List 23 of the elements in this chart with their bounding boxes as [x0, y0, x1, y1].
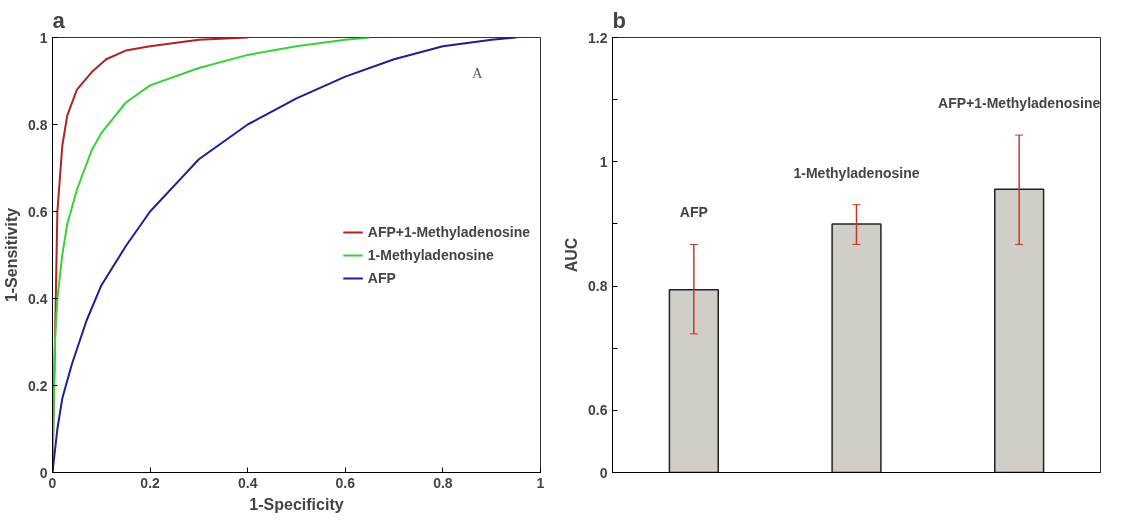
x-tick-label: 0.4 [237, 474, 258, 491]
annotation: A [472, 66, 484, 81]
x-tick-label: 0.2 [140, 474, 161, 491]
x-tick-label: 0.6 [335, 474, 356, 491]
x-tick-label: 1 [536, 474, 545, 491]
x-tick-label: 0.8 [433, 474, 453, 491]
y-tick-label: 1.2 [588, 29, 608, 46]
y-tick-label: 1 [39, 29, 48, 46]
y-tick-label: 0.2 [28, 377, 48, 394]
y-tick-label: 0.8 [28, 116, 48, 133]
y-axis-title: 1-Sensitivity [3, 207, 21, 303]
y-tick-label: 1 [599, 153, 608, 170]
chart-title: a [52, 7, 66, 33]
y-tick-label: 0.6 [28, 203, 48, 220]
chart-title: b [612, 7, 626, 33]
y-tick-label: 0.8 [588, 278, 608, 295]
x-axis-title: 1-Specificity [249, 495, 344, 513]
legend-label: AFP+1-Methyladenosine [367, 223, 530, 240]
legend-label: 1-Methyladenosine [367, 246, 494, 263]
y-tick-label: 0.6 [588, 402, 608, 419]
y-axis-title: AUC [563, 237, 581, 273]
y-tick-label: 0.4 [28, 290, 48, 307]
legend-label: AFP [367, 269, 396, 286]
